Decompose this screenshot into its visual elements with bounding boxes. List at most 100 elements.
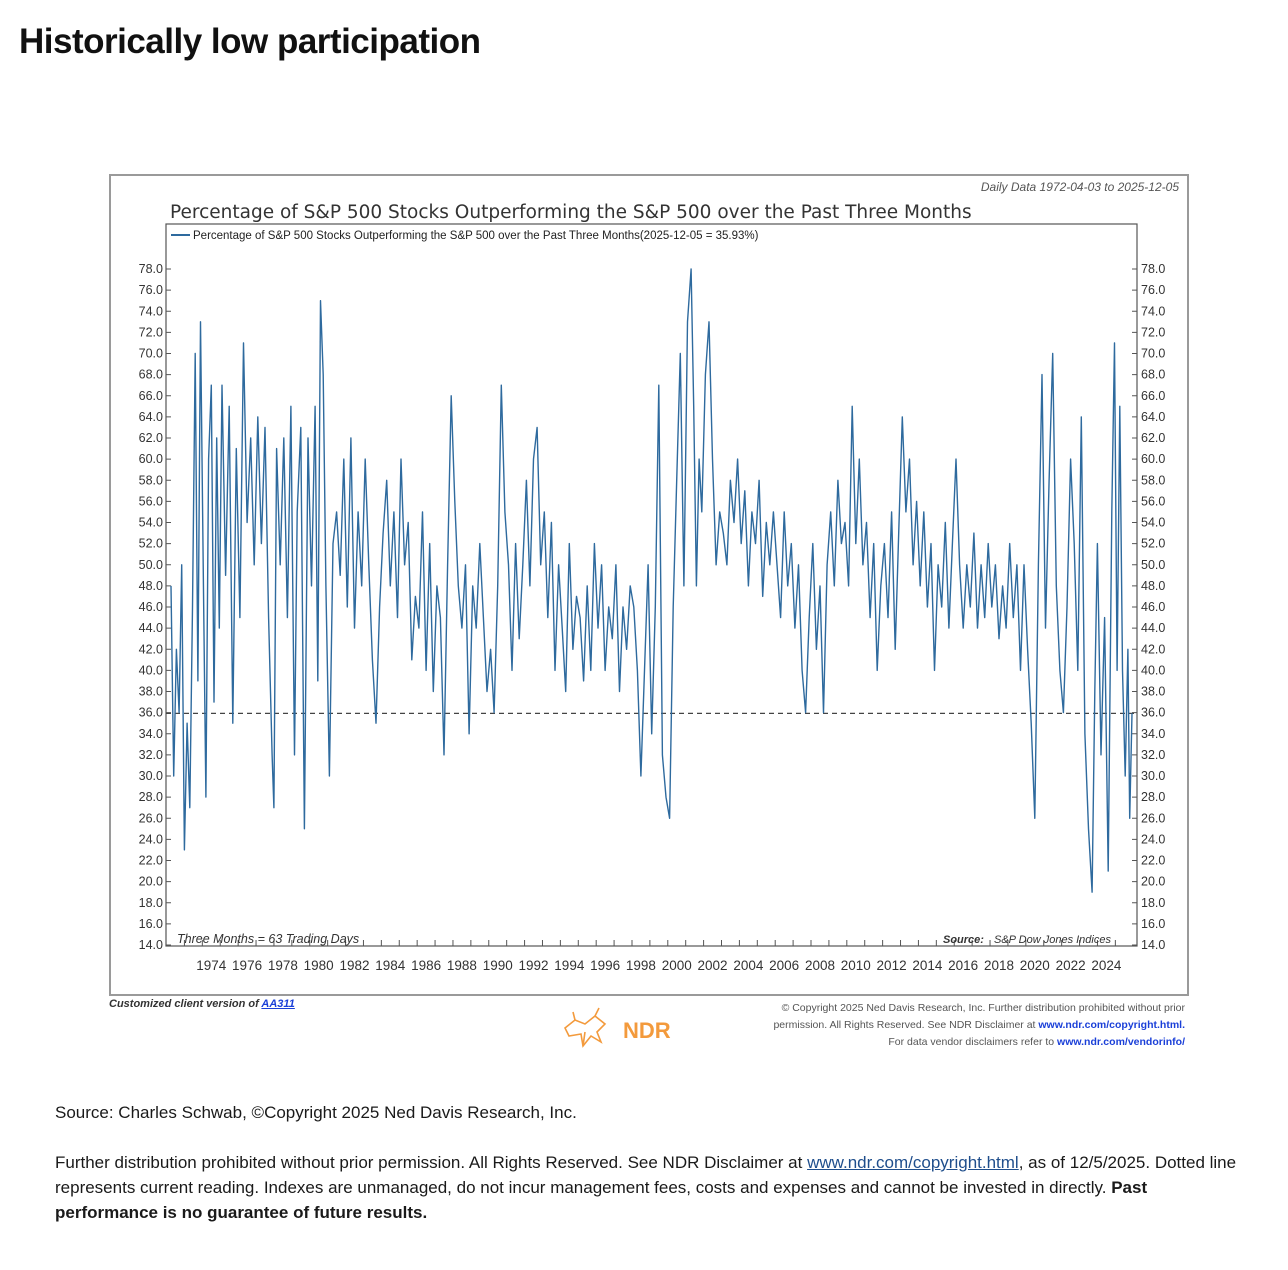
- y-tick-label-left: 70.0: [139, 347, 163, 361]
- y-tick-label-right: 78.0: [1141, 262, 1165, 276]
- y-tick-label-right: 16.0: [1141, 917, 1165, 931]
- past-performance-warning: Past performance is no guarantee of futu…: [55, 1178, 1148, 1222]
- y-tick-label-right: 50.0: [1141, 558, 1165, 572]
- x-tick-label: 1996: [590, 958, 620, 973]
- x-tick-label: 1988: [447, 958, 477, 973]
- y-tick-label-left: 58.0: [139, 473, 163, 487]
- source-note: Source: Charles Schwab, ©Copyright 2025 …: [55, 1103, 577, 1122]
- chart-note-left: Three Months = 63 Trading Days: [177, 932, 359, 946]
- y-tick-label-left: 74.0: [139, 304, 163, 318]
- ndr-logo: NDR: [563, 1007, 671, 1048]
- x-tick-label: 2020: [1020, 958, 1050, 973]
- x-tick-label: 1978: [268, 958, 298, 973]
- bull-bear-icon: [563, 1007, 607, 1048]
- y-tick-label-left: 72.0: [139, 325, 163, 339]
- y-tick-label-left: 76.0: [139, 283, 163, 297]
- custom-note-text: Customized client version of: [109, 998, 262, 1010]
- copyright-line-3: For data vendor disclaimers refer to www…: [773, 1034, 1185, 1051]
- custom-client-note: Customized client version of AA311: [109, 998, 295, 1010]
- y-tick-label-left: 48.0: [139, 579, 163, 593]
- y-tick-label-right: 26.0: [1141, 811, 1165, 825]
- x-tick-label: 1992: [518, 958, 548, 973]
- y-tick-label-right: 68.0: [1141, 368, 1165, 382]
- y-tick-label-left: 44.0: [139, 621, 163, 635]
- line-chart: Daily Data 1972-04-03 to 2025-12-05 Perc…: [139, 180, 1180, 973]
- y-tick-label-right: 24.0: [1141, 832, 1165, 846]
- x-tick-label: 1974: [196, 958, 227, 973]
- y-tick-label-left: 54.0: [139, 516, 163, 530]
- y-tick-label-right: 46.0: [1141, 600, 1165, 614]
- x-tick-label: 2016: [948, 958, 978, 973]
- y-tick-label-left: 34.0: [139, 727, 163, 741]
- y-tick-label-right: 14.0: [1141, 938, 1165, 952]
- y-tick-label-right: 34.0: [1141, 727, 1165, 741]
- disclaimer-text-2: , as of 12/5/2025. Dotted line represent…: [55, 1153, 1237, 1197]
- aa311-link[interactable]: AA311: [261, 998, 295, 1010]
- x-tick-label: 1994: [554, 958, 585, 973]
- y-tick-label-right: 60.0: [1141, 452, 1165, 466]
- y-tick-label-right: 42.0: [1141, 642, 1165, 656]
- y-tick-label-right: 32.0: [1141, 748, 1165, 762]
- x-tick-label: 2012: [877, 958, 907, 973]
- y-tick-label-left: 40.0: [139, 663, 163, 677]
- y-tick-label-left: 42.0: [139, 642, 163, 656]
- y-tick-label-left: 28.0: [139, 790, 163, 804]
- y-tick-label-left: 64.0: [139, 410, 163, 424]
- y-tick-label-left: 22.0: [139, 854, 163, 868]
- x-tick-label: 2004: [733, 958, 764, 973]
- copyright-block: © Copyright 2025 Ned Davis Research, Inc…: [773, 1000, 1185, 1051]
- y-tick-label-left: 62.0: [139, 431, 163, 445]
- y-tick-label-right: 20.0: [1141, 875, 1165, 889]
- x-tick-label: 2024: [1091, 958, 1122, 973]
- y-tick-label-left: 78.0: [139, 262, 163, 276]
- y-tick-label-right: 22.0: [1141, 854, 1165, 868]
- y-tick-label-left: 20.0: [139, 875, 163, 889]
- y-tick-label-left: 32.0: [139, 748, 163, 762]
- y-tick-label-right: 58.0: [1141, 473, 1165, 487]
- y-tick-label-left: 50.0: [139, 558, 163, 572]
- footnotes: Source: Charles Schwab, ©Copyright 2025 …: [55, 1100, 1245, 1250]
- y-tick-label-left: 18.0: [139, 896, 163, 910]
- x-tick-label: 2006: [769, 958, 799, 973]
- y-axis-left: 14.0 16.0 18.0 20.0 22.0 24.0 26.0 28.0 30.0 32.0…: [139, 262, 171, 952]
- x-tick-label: 2018: [984, 958, 1014, 973]
- copyright-line-2: permission. All Rights Reserved. See NDR…: [773, 1017, 1185, 1034]
- y-tick-label-right: 66.0: [1141, 389, 1165, 403]
- ndr-vendorinfo-link[interactable]: www.ndr.com/vendorinfo/: [1057, 1036, 1185, 1048]
- chart-title: Percentage of S&P 500 Stocks Outperformi…: [170, 202, 972, 223]
- x-tick-label: 2008: [805, 958, 835, 973]
- y-tick-label-left: 68.0: [139, 368, 163, 382]
- y-tick-label-left: 38.0: [139, 685, 163, 699]
- disclaimer-text-1: Further distribution prohibited without …: [55, 1153, 808, 1172]
- x-tick-label: 1976: [232, 958, 262, 973]
- ndr-copyright-link[interactable]: www.ndr.com/copyright.html.: [1038, 1019, 1185, 1031]
- x-tick-label: 1990: [483, 958, 513, 973]
- y-tick-label-left: 60.0: [139, 452, 163, 466]
- x-tick-label: 1980: [304, 958, 334, 973]
- y-tick-label-right: 52.0: [1141, 537, 1165, 551]
- ndr-disclaimer-link[interactable]: www.ndr.com/copyright.html: [807, 1153, 1019, 1172]
- y-axis-right: 14.0 16.0 18.0 20.0 22.0 24.0 26.0 28.0 30.0 32.0…: [1132, 262, 1165, 952]
- y-tick-label-right: 74.0: [1141, 304, 1165, 318]
- y-tick-label-right: 48.0: [1141, 579, 1165, 593]
- y-tick-label-left: 52.0: [139, 537, 163, 551]
- chart-source-text: S&P Dow Jones Indices: [994, 934, 1111, 946]
- y-tick-label-left: 56.0: [139, 494, 163, 508]
- chart-vendor-footer: Customized client version of AA311 NDR ©…: [109, 996, 1189, 1056]
- y-tick-label-left: 46.0: [139, 600, 163, 614]
- chart-source-label: Source:: [943, 934, 984, 946]
- y-tick-label-right: 72.0: [1141, 325, 1165, 339]
- x-tick-label: 2010: [841, 958, 871, 973]
- page-title: Historically low participation: [19, 22, 481, 61]
- y-tick-label-right: 38.0: [1141, 685, 1165, 699]
- y-tick-label-left: 26.0: [139, 811, 163, 825]
- y-tick-label-right: 70.0: [1141, 347, 1165, 361]
- y-tick-label-right: 64.0: [1141, 410, 1165, 424]
- y-tick-label-left: 24.0: [139, 832, 163, 846]
- y-tick-label-right: 44.0: [1141, 621, 1165, 635]
- y-tick-label-right: 30.0: [1141, 769, 1165, 783]
- ndr-logo-text: NDR: [623, 1018, 671, 1043]
- y-tick-label-right: 54.0: [1141, 516, 1165, 530]
- x-tick-label: 1984: [375, 958, 406, 973]
- x-axis: 1974 1976 1978 1980 1982 1984 1986 1988 1990 1992…: [183, 940, 1122, 973]
